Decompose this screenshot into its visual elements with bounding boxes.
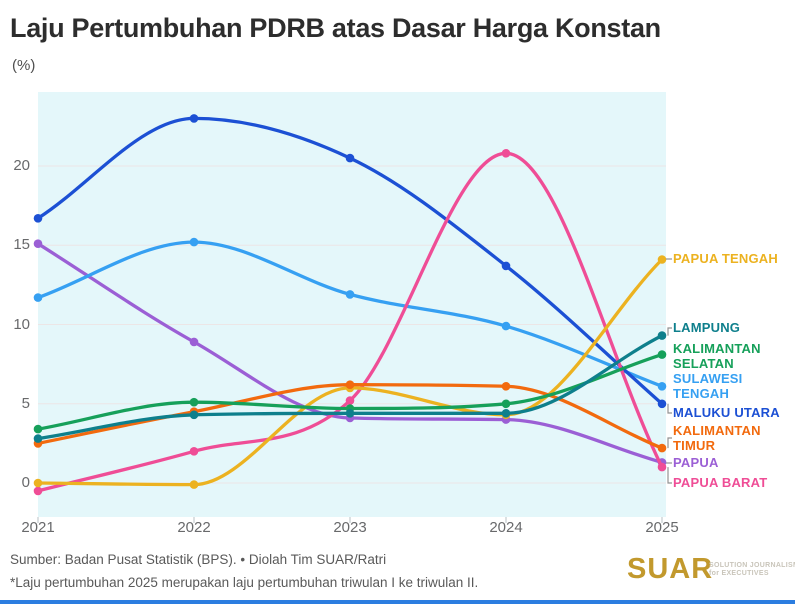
- accent-bar: [0, 600, 795, 604]
- dot-lampung-2021: [33, 434, 43, 443]
- chart-canvas: [33, 92, 672, 523]
- y-tick-label-5: 5: [21, 394, 30, 412]
- growth-line-chart: PAPUA TENGAH LAMPUNG KALIMANTAN SELATAN …: [13, 92, 795, 536]
- series-label-papua-tengah: PAPUA TENGAH: [673, 251, 795, 266]
- dot-papua-barat-2024: [501, 149, 511, 158]
- dot-lampung-2024: [501, 409, 511, 418]
- series-label-papua: PAPUA: [673, 455, 795, 470]
- label-connector-kalimantan-timur: [667, 437, 672, 449]
- series-label-lampung: LAMPUNG: [673, 320, 795, 335]
- series-label-text: TIMUR: [673, 438, 716, 453]
- dot-papua-2021: [33, 239, 43, 248]
- dot-papua-tengah-2025: [657, 255, 667, 264]
- y-tick-label-10: 10: [13, 315, 30, 333]
- dot-papua-barat-2021: [33, 486, 43, 496]
- dot-lampung-2023: [345, 409, 355, 418]
- dot-papua-barat-2025: [657, 462, 667, 472]
- series-label-papua-barat: PAPUA BARAT: [673, 475, 795, 490]
- x-tick-label-2023: 2023: [333, 519, 367, 536]
- dot-sulawesi-tengah-2021: [33, 293, 43, 302]
- dot-papua-barat-2022: [189, 447, 199, 456]
- dot-kalimantan-selatan-2022: [189, 397, 199, 407]
- label-connector-maluku-utara: [667, 403, 672, 414]
- dot-kalimantan-selatan-2025: [657, 350, 667, 359]
- source-note: Sumber: Badan Pusat Statistik (BPS). • D…: [10, 552, 387, 567]
- label-connector-papua-barat: [667, 467, 672, 484]
- y-tick-label-20: 20: [13, 157, 30, 174]
- line-papua-barat: [36, 151, 664, 493]
- series-label-text: SULAWESI: [673, 371, 743, 386]
- series-label-text: MALUKU UTARA: [673, 405, 780, 420]
- series-label-text: PAPUA BARAT: [673, 475, 768, 490]
- dot-maluku-utara-2022: [189, 114, 199, 123]
- series-label-text: TENGAH: [673, 386, 730, 401]
- x-tick-label-2025: 2025: [645, 519, 679, 536]
- dot-kalimantan-timur-2024: [501, 382, 511, 391]
- x-tick-label-2022: 2022: [177, 519, 211, 536]
- y-tick-label-0: 0: [21, 474, 30, 491]
- series-label-text: LAMPUNG: [673, 320, 741, 335]
- dot-lampung-2025: [657, 331, 667, 340]
- dot-sulawesi-tengah-2023: [345, 290, 355, 299]
- suar-tagline-line1: SOLUTION JOURNALISM: [709, 562, 795, 569]
- series-label-text: PAPUA: [673, 455, 719, 470]
- dot-kalimantan-selatan-2024: [501, 399, 511, 409]
- dot-papua-tengah-2022: [189, 480, 199, 489]
- dot-papua-tengah-2021: [33, 478, 43, 488]
- dot-lampung-2022: [189, 410, 199, 420]
- dot-maluku-utara-2024: [501, 261, 511, 271]
- page-title: Laju Pertumbuhan PDRB atas Dasar Harga K…: [10, 13, 661, 43]
- dot-kalimantan-selatan-2021: [33, 424, 43, 434]
- suar-logo: SUAR: [627, 553, 714, 585]
- dot-kalimantan-timur-2025: [657, 443, 667, 453]
- y-tick-label-15: 15: [13, 236, 30, 254]
- x-tick-label-2021: 2021: [21, 519, 55, 536]
- dot-sulawesi-tengah-2025: [657, 382, 667, 391]
- plot-area: [38, 92, 666, 517]
- label-connector-lampung: [667, 327, 672, 336]
- series-label-maluku-utara: MALUKU UTARA: [673, 405, 795, 420]
- suar-logo-tagline: SOLUTION JOURNALISM for EXECUTIVES: [709, 562, 795, 578]
- dot-maluku-utara-2025: [657, 399, 667, 409]
- suar-tagline-line2: for EXECUTIVES: [709, 570, 769, 577]
- dot-maluku-utara-2023: [345, 153, 355, 163]
- dot-papua-barat-2023: [345, 396, 355, 405]
- series-label-kalimantan-timur: KALIMANTAN TIMUR: [673, 423, 795, 453]
- methodology-note: *Laju pertumbuhan 2025 merupakan laju pe…: [10, 575, 479, 590]
- series-label-text: KALIMANTAN: [673, 341, 761, 356]
- dot-sulawesi-tengah-2022: [189, 237, 199, 247]
- series-label-text: PAPUA TENGAH: [673, 251, 778, 266]
- dot-maluku-utara-2021: [33, 214, 43, 223]
- dot-papua-2022: [189, 337, 199, 347]
- series-label-text: SELATAN: [673, 356, 734, 371]
- series-label-text: KALIMANTAN: [673, 423, 761, 438]
- units-label: (%): [12, 57, 36, 74]
- dot-sulawesi-tengah-2024: [501, 321, 511, 331]
- x-tick-label-2024: 2024: [489, 519, 523, 536]
- dot-kalimantan-timur-2023: [345, 380, 355, 390]
- series-label-kalimantan-selatan: KALIMANTAN SELATAN: [673, 341, 795, 371]
- series-label-sulawesi-tengah: SULAWESI TENGAH: [673, 371, 795, 401]
